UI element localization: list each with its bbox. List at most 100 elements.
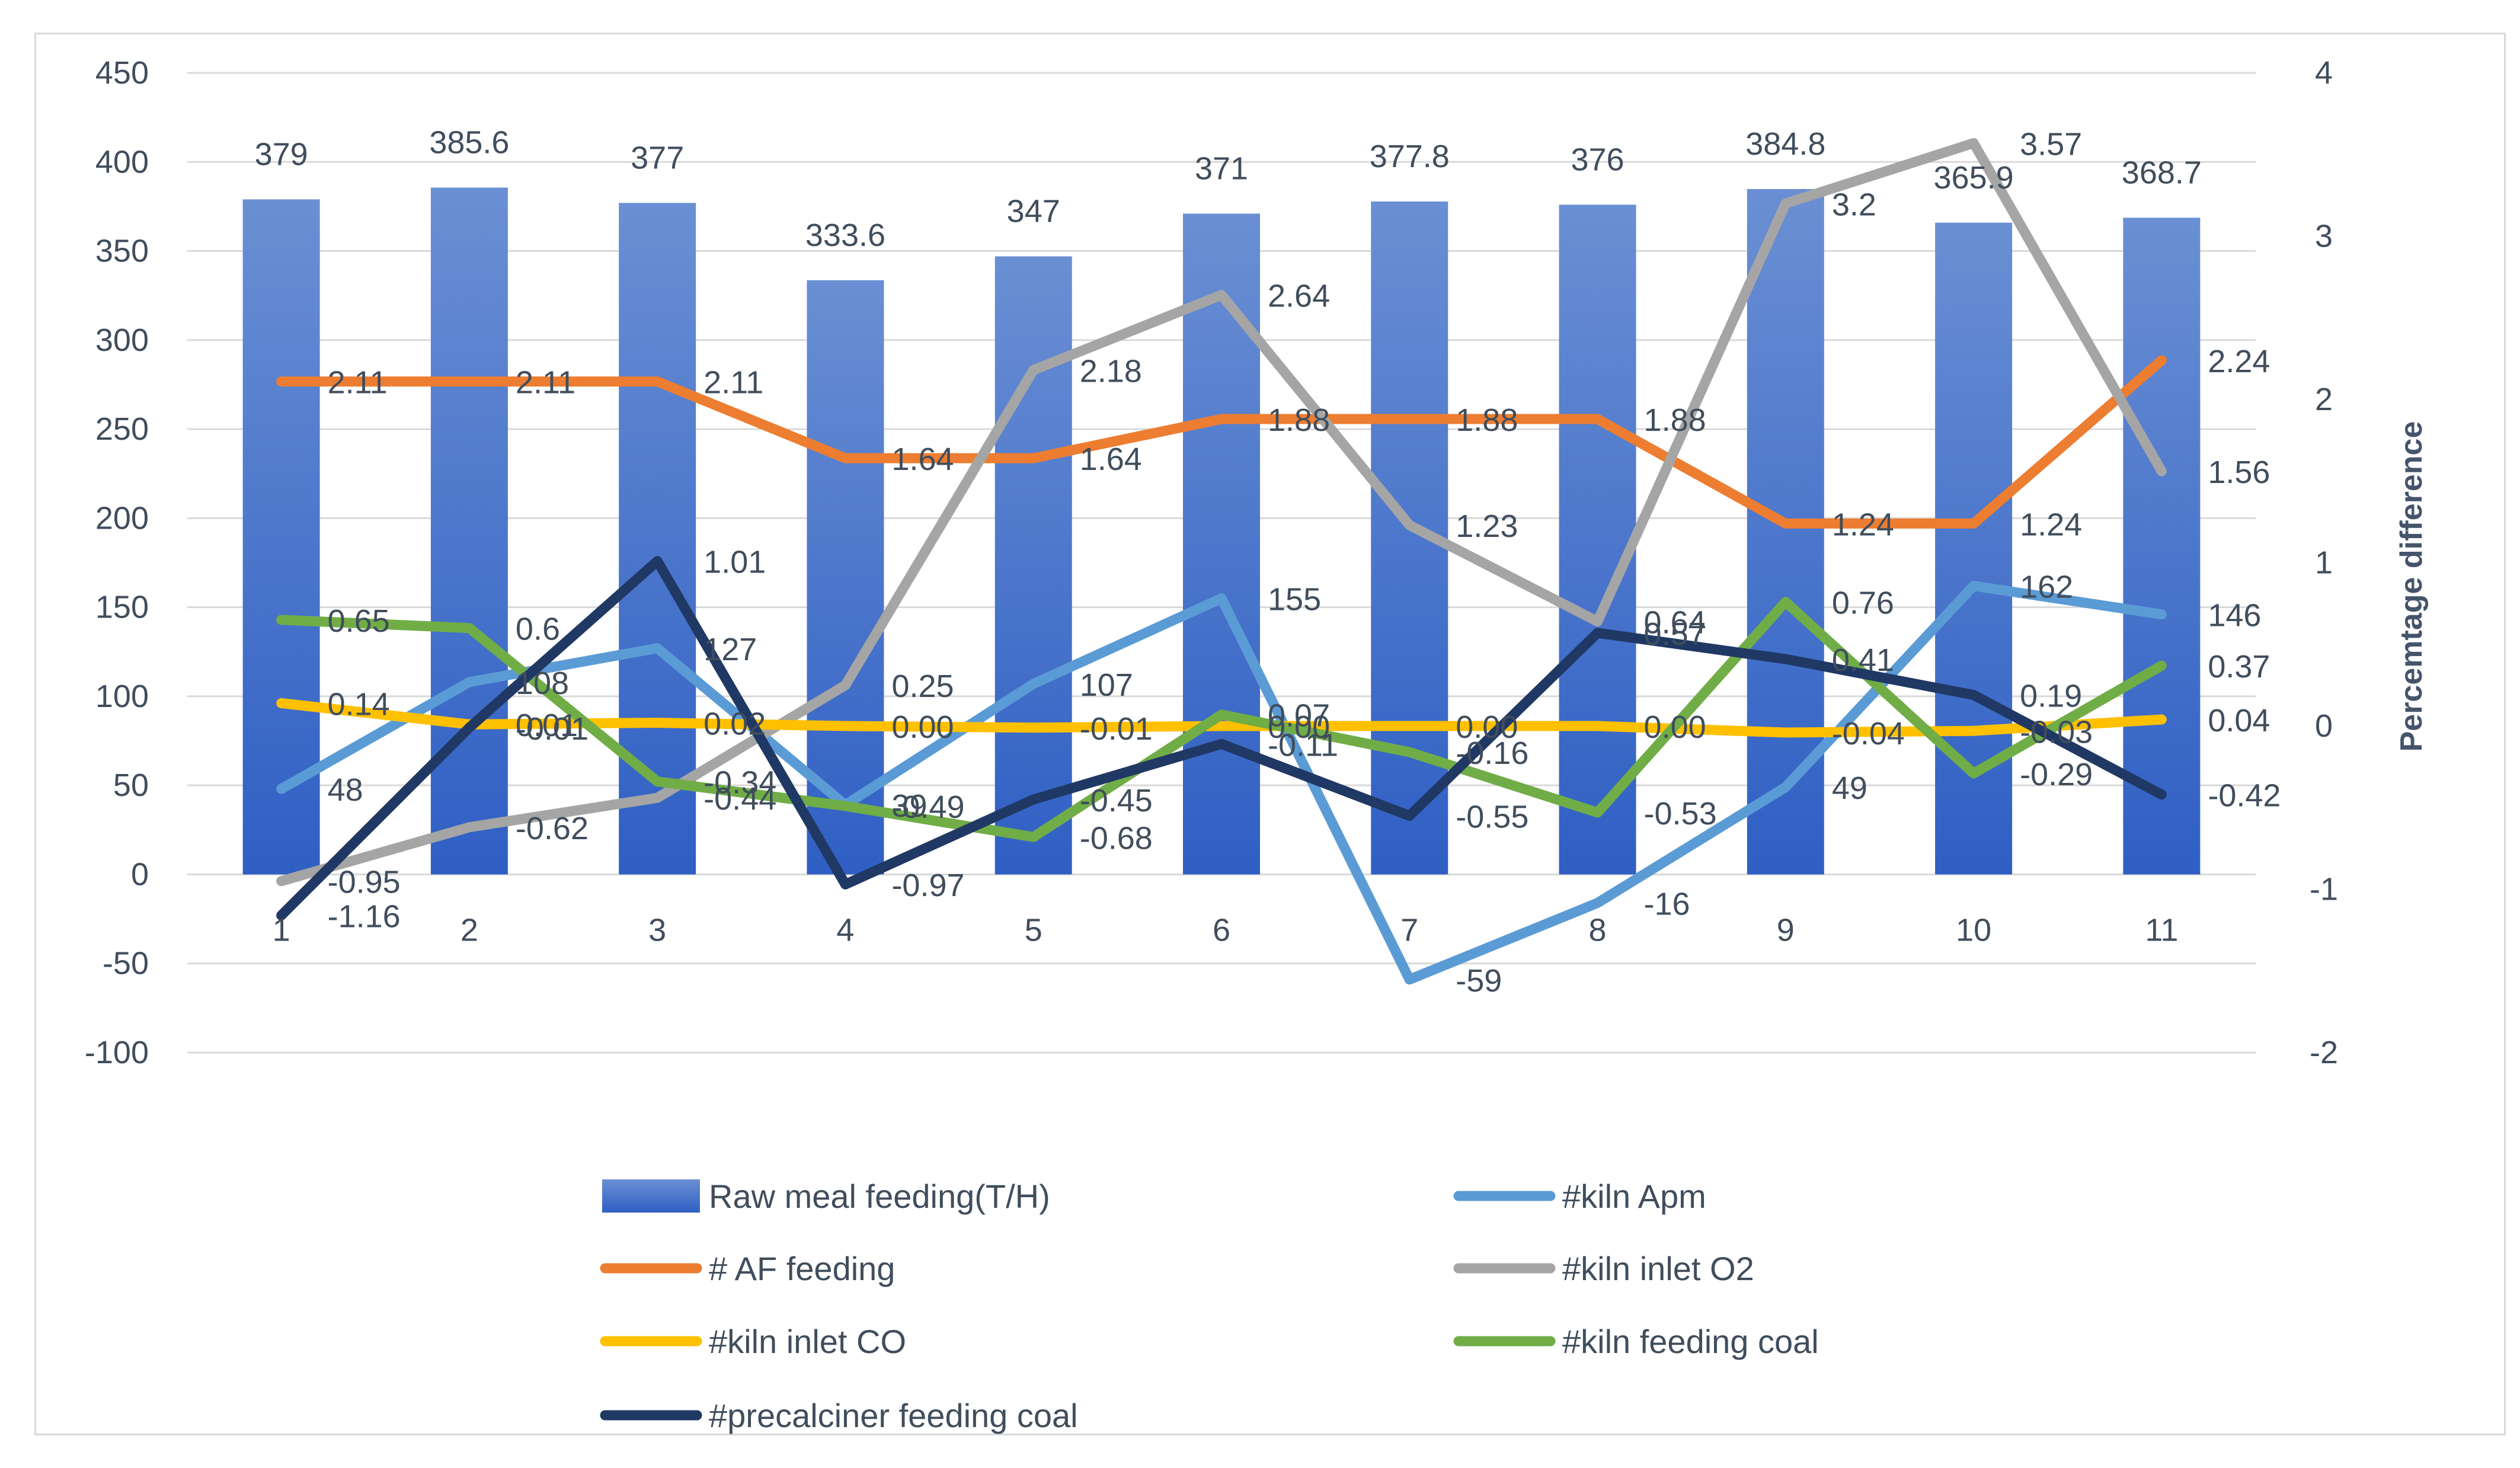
left-tick-label: 400 bbox=[95, 144, 149, 180]
left-tick-label: 50 bbox=[113, 767, 149, 803]
point-data-label: 1.24 bbox=[1832, 507, 1894, 542]
left-tick-label: 300 bbox=[95, 322, 149, 358]
point-data-label: 0.01 bbox=[516, 708, 578, 743]
point-data-label: -0.97 bbox=[891, 868, 964, 903]
point-data-label: 0.00 bbox=[1268, 709, 1330, 745]
point-data-label: -0.29 bbox=[2020, 757, 2093, 792]
point-data-label: 2.64 bbox=[1268, 279, 1330, 314]
right-tick-label: 2 bbox=[2315, 382, 2333, 417]
bar bbox=[430, 187, 508, 875]
point-data-label: 2.24 bbox=[2208, 344, 2270, 379]
series-line bbox=[276, 137, 2167, 887]
left-tick-label: 0 bbox=[131, 856, 149, 892]
point-data-label: 108 bbox=[516, 666, 569, 701]
bar bbox=[807, 280, 884, 875]
point-data-label: -0.01 bbox=[516, 711, 589, 747]
point-data-label: -16 bbox=[1644, 887, 1690, 922]
bar bbox=[1935, 222, 2013, 875]
point-data-label: 1.64 bbox=[1080, 442, 1142, 477]
point-data-label: 1.01 bbox=[703, 545, 766, 580]
point-data-label: 162 bbox=[2020, 570, 2073, 605]
point-data-label: 0.00 bbox=[1456, 709, 1518, 745]
point-data-label: -0.34 bbox=[703, 765, 776, 801]
category-label: 6 bbox=[1213, 912, 1230, 948]
legend: Raw meal feeding(T/H) #kiln Apm # AF feedi… bbox=[600, 1178, 1819, 1434]
left-tick-label: 150 bbox=[95, 590, 149, 625]
point-data-label: 1.64 bbox=[891, 442, 954, 477]
right-tick-label: 1 bbox=[2315, 545, 2333, 581]
category-label: 11 bbox=[2145, 912, 2178, 948]
point-data-label: 3.57 bbox=[2020, 126, 2082, 162]
point-data-label: 0.76 bbox=[1832, 586, 1894, 621]
point-data-label: -0.01 bbox=[1080, 711, 1153, 747]
point-data-label: 2.11 bbox=[703, 365, 763, 401]
category-label: 3 bbox=[648, 912, 666, 948]
right-tick-label: -2 bbox=[2310, 1035, 2338, 1070]
point-data-label: 1.88 bbox=[1268, 402, 1330, 438]
legend-entry: Raw meal feeding(T/H) bbox=[709, 1178, 1050, 1215]
point-data-label: 0.19 bbox=[2020, 679, 2082, 714]
right-tick-label: 4 bbox=[2315, 55, 2333, 91]
bar-data-label: 368.7 bbox=[2122, 155, 2202, 190]
point-data-label: 49 bbox=[1832, 770, 1867, 806]
point-data-label: 1.88 bbox=[1456, 402, 1518, 438]
point-data-label: 1.23 bbox=[1456, 508, 1518, 544]
point-data-label: 0.04 bbox=[2208, 703, 2270, 738]
left-tick-label: 450 bbox=[95, 55, 149, 91]
point-data-label: 2.18 bbox=[1080, 353, 1142, 389]
point-data-label: -0.16 bbox=[1456, 735, 1528, 771]
series-line bbox=[276, 556, 2167, 921]
bar bbox=[1559, 204, 1636, 875]
legend-entry: # AF feeding bbox=[709, 1250, 895, 1287]
bar-data-label: 385.6 bbox=[429, 125, 509, 161]
point-data-label: 39 bbox=[891, 788, 927, 824]
legend-entry: #kiln feeding coal bbox=[1562, 1323, 1819, 1360]
bar bbox=[619, 203, 696, 875]
point-data-label: -0.42 bbox=[2208, 778, 2281, 814]
point-data-label: 1.24 bbox=[2020, 507, 2082, 542]
bar bbox=[1183, 213, 1260, 875]
point-data-label: -0.55 bbox=[1456, 799, 1528, 835]
bar bbox=[1747, 188, 1824, 875]
point-data-label: 0.07 bbox=[1268, 698, 1330, 734]
point-data-label: -59 bbox=[1456, 963, 1502, 999]
bar-data-label: 377.8 bbox=[1370, 139, 1450, 174]
legend-entry: #kiln inlet CO bbox=[709, 1323, 906, 1360]
point-data-label: -0.68 bbox=[1080, 820, 1153, 856]
bar-data-label: 347 bbox=[1007, 194, 1060, 229]
bar bbox=[2123, 218, 2201, 875]
category-label: 9 bbox=[1777, 912, 1795, 948]
bar-data-label: 365.9 bbox=[1934, 160, 2014, 196]
point-data-label: 0.25 bbox=[891, 669, 954, 704]
point-data-label: -0.53 bbox=[1644, 796, 1717, 831]
bar-data-label: 379 bbox=[255, 136, 308, 172]
point-data-label: 0.6 bbox=[516, 612, 560, 647]
series-line bbox=[276, 355, 2167, 529]
legend-entry: #kiln inlet O2 bbox=[1562, 1250, 1754, 1287]
point-data-label: 107 bbox=[1080, 667, 1133, 703]
category-label: 4 bbox=[836, 912, 854, 948]
point-data-label: 0.37 bbox=[2208, 649, 2270, 685]
point-data-label: -0.03 bbox=[2020, 714, 2093, 750]
point-data-label: -1.16 bbox=[328, 899, 401, 935]
chart-frame: 379 385.6 377 333.6 347 371 377.8 376 384.8 365.9… bbox=[34, 33, 2506, 1435]
point-data-label: 1.56 bbox=[2208, 455, 2270, 490]
category-label: 5 bbox=[1025, 912, 1042, 948]
point-data-label: 0.41 bbox=[1832, 642, 1894, 678]
point-data-label: 48 bbox=[328, 772, 363, 808]
legend-swatch bbox=[602, 1179, 700, 1213]
point-data-label: 0.00 bbox=[1644, 709, 1706, 745]
point-data-label: 146 bbox=[2208, 598, 2261, 634]
point-data-label: 1.88 bbox=[1644, 402, 1706, 438]
series-line bbox=[276, 597, 2167, 842]
point-data-label: 2.11 bbox=[328, 365, 388, 401]
bar-data-label: 384.8 bbox=[1745, 126, 1825, 162]
right-axis-title: Percemtage difference bbox=[2394, 421, 2429, 752]
point-data-label: 0.65 bbox=[328, 603, 390, 639]
point-data-label: 0.64 bbox=[1644, 605, 1706, 641]
category-label: 1 bbox=[273, 912, 290, 948]
bar bbox=[242, 199, 320, 875]
point-data-label: 0.57 bbox=[1644, 616, 1706, 652]
